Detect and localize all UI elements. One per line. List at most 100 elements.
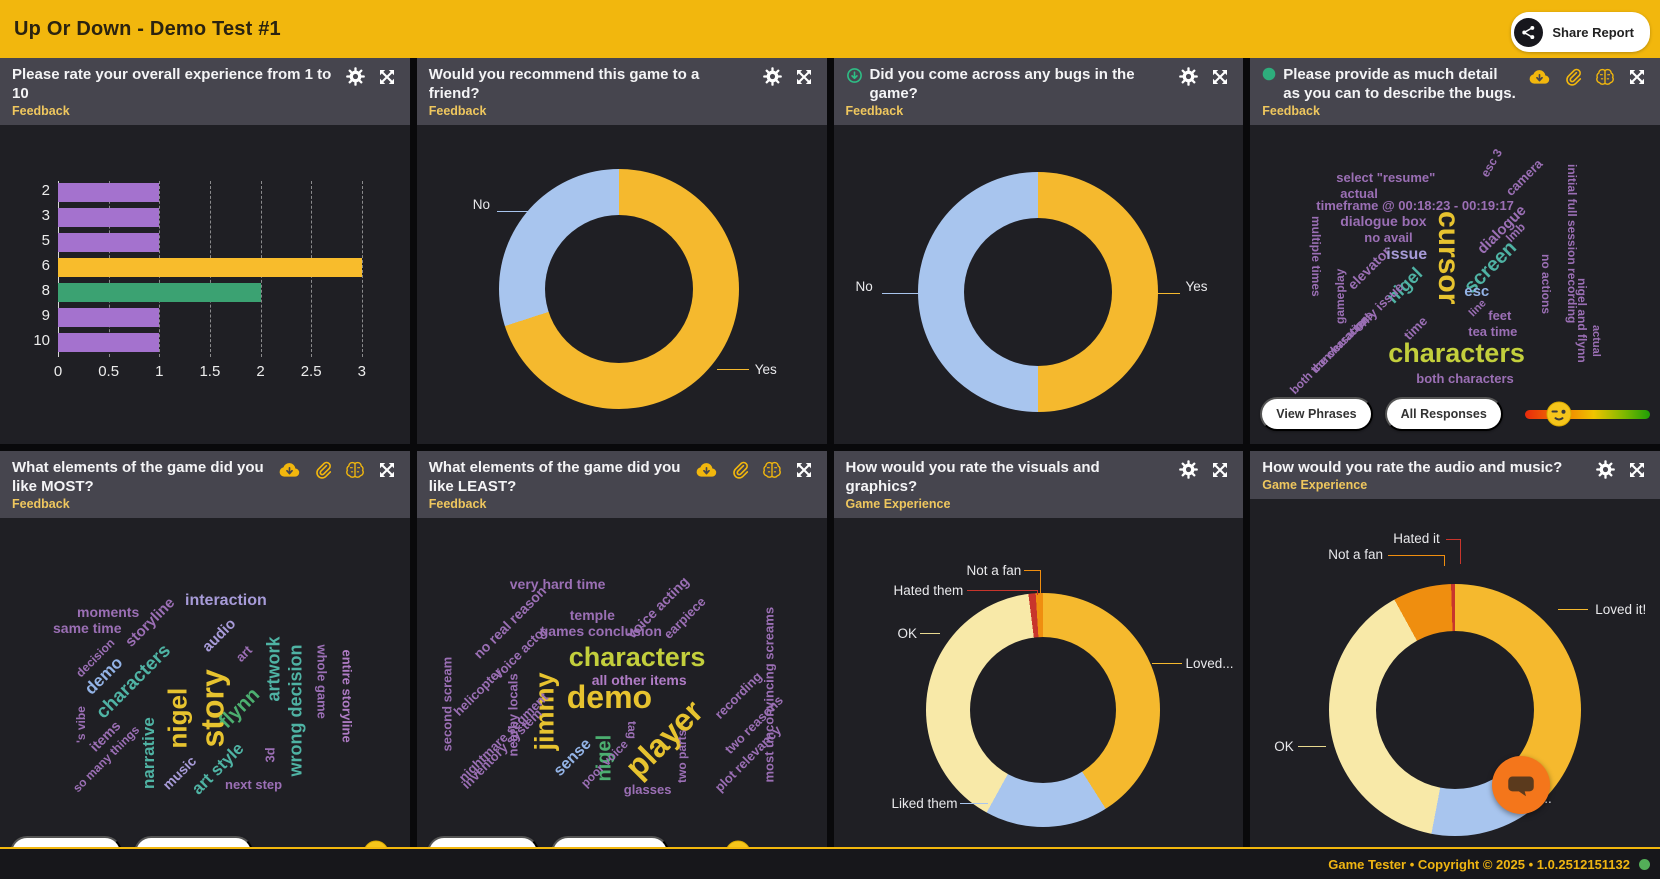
cloud-word: narrative (139, 717, 158, 790)
panel-toolbar (1586, 458, 1650, 479)
cloud-word: nigel and flynn (1575, 277, 1590, 363)
panel-subtitle: Feedback (428, 497, 487, 511)
cloud-word: two parts (674, 729, 689, 783)
sentiment-slider[interactable] (1524, 401, 1650, 426)
panel-body: No Yes (417, 125, 827, 444)
footer-text: Game Tester • Copyright © 2025 • 1.0.251… (1328, 856, 1630, 872)
leader-line (881, 293, 938, 294)
cloud-word: glasses (623, 781, 672, 797)
panel-body: Not a fan Hated them OK Loved... Liked them (834, 518, 1244, 847)
paperclip-icon[interactable] (1564, 68, 1582, 86)
donut-label: Loved it! (1595, 602, 1647, 617)
donut-label: Not a fan (966, 563, 1022, 578)
paperclip-icon[interactable] (731, 461, 749, 479)
all-responses-button[interactable]: All Responses (134, 836, 253, 847)
report-title: Up Or Down - Demo Test #1 (14, 17, 281, 40)
panel-header: What elements of the game did you like L… (416, 451, 827, 518)
leader-line (1298, 746, 1327, 747)
donut-chart (925, 593, 1160, 827)
panel-body: very hard time voice acting earpiece temple… (417, 518, 827, 847)
cloud-footer: View Phrases All Responses (10, 836, 400, 847)
panel-8: How would you rate the audio and music? G… (1250, 451, 1660, 847)
bar (58, 233, 160, 252)
panel-subtitle: Feedback (1262, 104, 1320, 118)
panel-header-left: How would you rate the visuals and graph… (846, 458, 1170, 512)
cloud-download-icon[interactable] (278, 461, 301, 479)
panel-title: How would you rate the audio and music? (1262, 459, 1563, 476)
panel-7: How would you rate the visuals and graph… (833, 451, 1244, 847)
panel-title-row: How would you rate the visuals and graph… (846, 458, 1170, 496)
donut-hole (969, 637, 1116, 783)
x-tick-label: 0 (53, 363, 63, 380)
view-phrases-button[interactable]: View Phrases (1260, 397, 1373, 431)
share-report-button[interactable]: Share Report (1511, 12, 1650, 52)
panel-subtitle: Game Experience (1262, 478, 1368, 492)
gear-icon[interactable] (345, 67, 365, 86)
expand-icon[interactable] (1628, 68, 1646, 86)
leader-line (919, 633, 940, 634)
cloud-download-icon[interactable] (695, 461, 718, 479)
expand-icon[interactable] (795, 68, 813, 86)
expand-icon[interactable] (1211, 461, 1229, 479)
leader-line (959, 803, 988, 804)
donut-hole (544, 215, 693, 363)
expand-icon[interactable] (378, 461, 396, 479)
cloud-word: all other items (591, 672, 687, 689)
y-tick-label: 2 (41, 182, 50, 199)
leader-line (1388, 555, 1446, 566)
brain-icon[interactable] (345, 460, 365, 479)
panel-body: select "resume" actual timeframe @ 00:18:2… (1250, 125, 1660, 444)
panel-header: Did you come across any bugs in the game… (833, 58, 1244, 125)
paperclip-icon[interactable] (314, 461, 332, 479)
panel-toolbar (1518, 65, 1650, 86)
chat-fab[interactable] (1492, 756, 1550, 814)
panel-2: Would you recommend this game to a frien… (416, 58, 827, 444)
donut-label: Not a fan (1328, 547, 1384, 562)
expand-icon[interactable] (1211, 68, 1229, 86)
all-responses-button[interactable]: All Responses (1384, 397, 1503, 431)
bar-chart: 0 0.5 1 1.5 2 2.5 3 2 3 5 6 8 9 10 (33, 181, 366, 380)
gear-icon[interactable] (1596, 460, 1615, 479)
panel-header-left: Please provide as much detail as you can… (1262, 65, 1518, 119)
emoji-slider-handle[interactable] (1546, 401, 1572, 432)
x-tick-label: 2.5 (300, 363, 322, 380)
expand-icon[interactable] (1628, 461, 1646, 479)
brain-icon[interactable] (762, 460, 782, 479)
panel-title-row: Did you come across any bugs in the game… (846, 65, 1170, 103)
gear-icon[interactable] (762, 67, 782, 86)
panel-6: What elements of the game did you like L… (416, 451, 827, 847)
panel-subtitle: Feedback (428, 104, 487, 118)
cloud-word: both characters (1416, 370, 1514, 386)
leader-line (966, 590, 1038, 595)
view-phrases-button[interactable]: View Phrases (10, 836, 123, 847)
cloud-word: artwork (263, 636, 284, 702)
bar (58, 308, 160, 327)
expand-icon[interactable] (378, 68, 396, 86)
panel-toolbar (753, 65, 817, 86)
gridline (361, 181, 363, 357)
all-responses-button[interactable]: All Responses (551, 836, 670, 847)
panel-title: How would you rate the visuals and graph… (845, 459, 1100, 495)
panel-title-row: What elements of the game did you like L… (429, 458, 685, 496)
panel-toolbar (336, 65, 400, 86)
view-phrases-button[interactable]: View Phrases (426, 836, 540, 847)
gear-icon[interactable] (1179, 460, 1199, 479)
panel-header: What elements of the game did you like M… (0, 451, 410, 518)
leader-line (1446, 539, 1462, 564)
cloud-word: storyline (121, 593, 179, 651)
panel-header: Would you recommend this game to a frien… (416, 58, 827, 125)
brain-icon[interactable] (1595, 67, 1615, 86)
bar (58, 258, 362, 277)
cloud-word: next step (225, 776, 283, 792)
emoji-slider-handle[interactable] (725, 840, 751, 847)
expand-icon[interactable] (795, 461, 813, 479)
y-tick-label: 8 (41, 282, 50, 299)
cloud-word: 3d (262, 747, 278, 763)
emoji-slider-handle[interactable] (363, 840, 389, 847)
panel-title-row: Please rate your overall experience from… (12, 65, 336, 103)
gear-icon[interactable] (1179, 67, 1199, 86)
cloud-footer: View Phrases All Responses (1260, 397, 1650, 431)
panel-header: How would you rate the audio and music? G… (1250, 451, 1660, 499)
cloud-download-icon[interactable] (1528, 68, 1551, 86)
